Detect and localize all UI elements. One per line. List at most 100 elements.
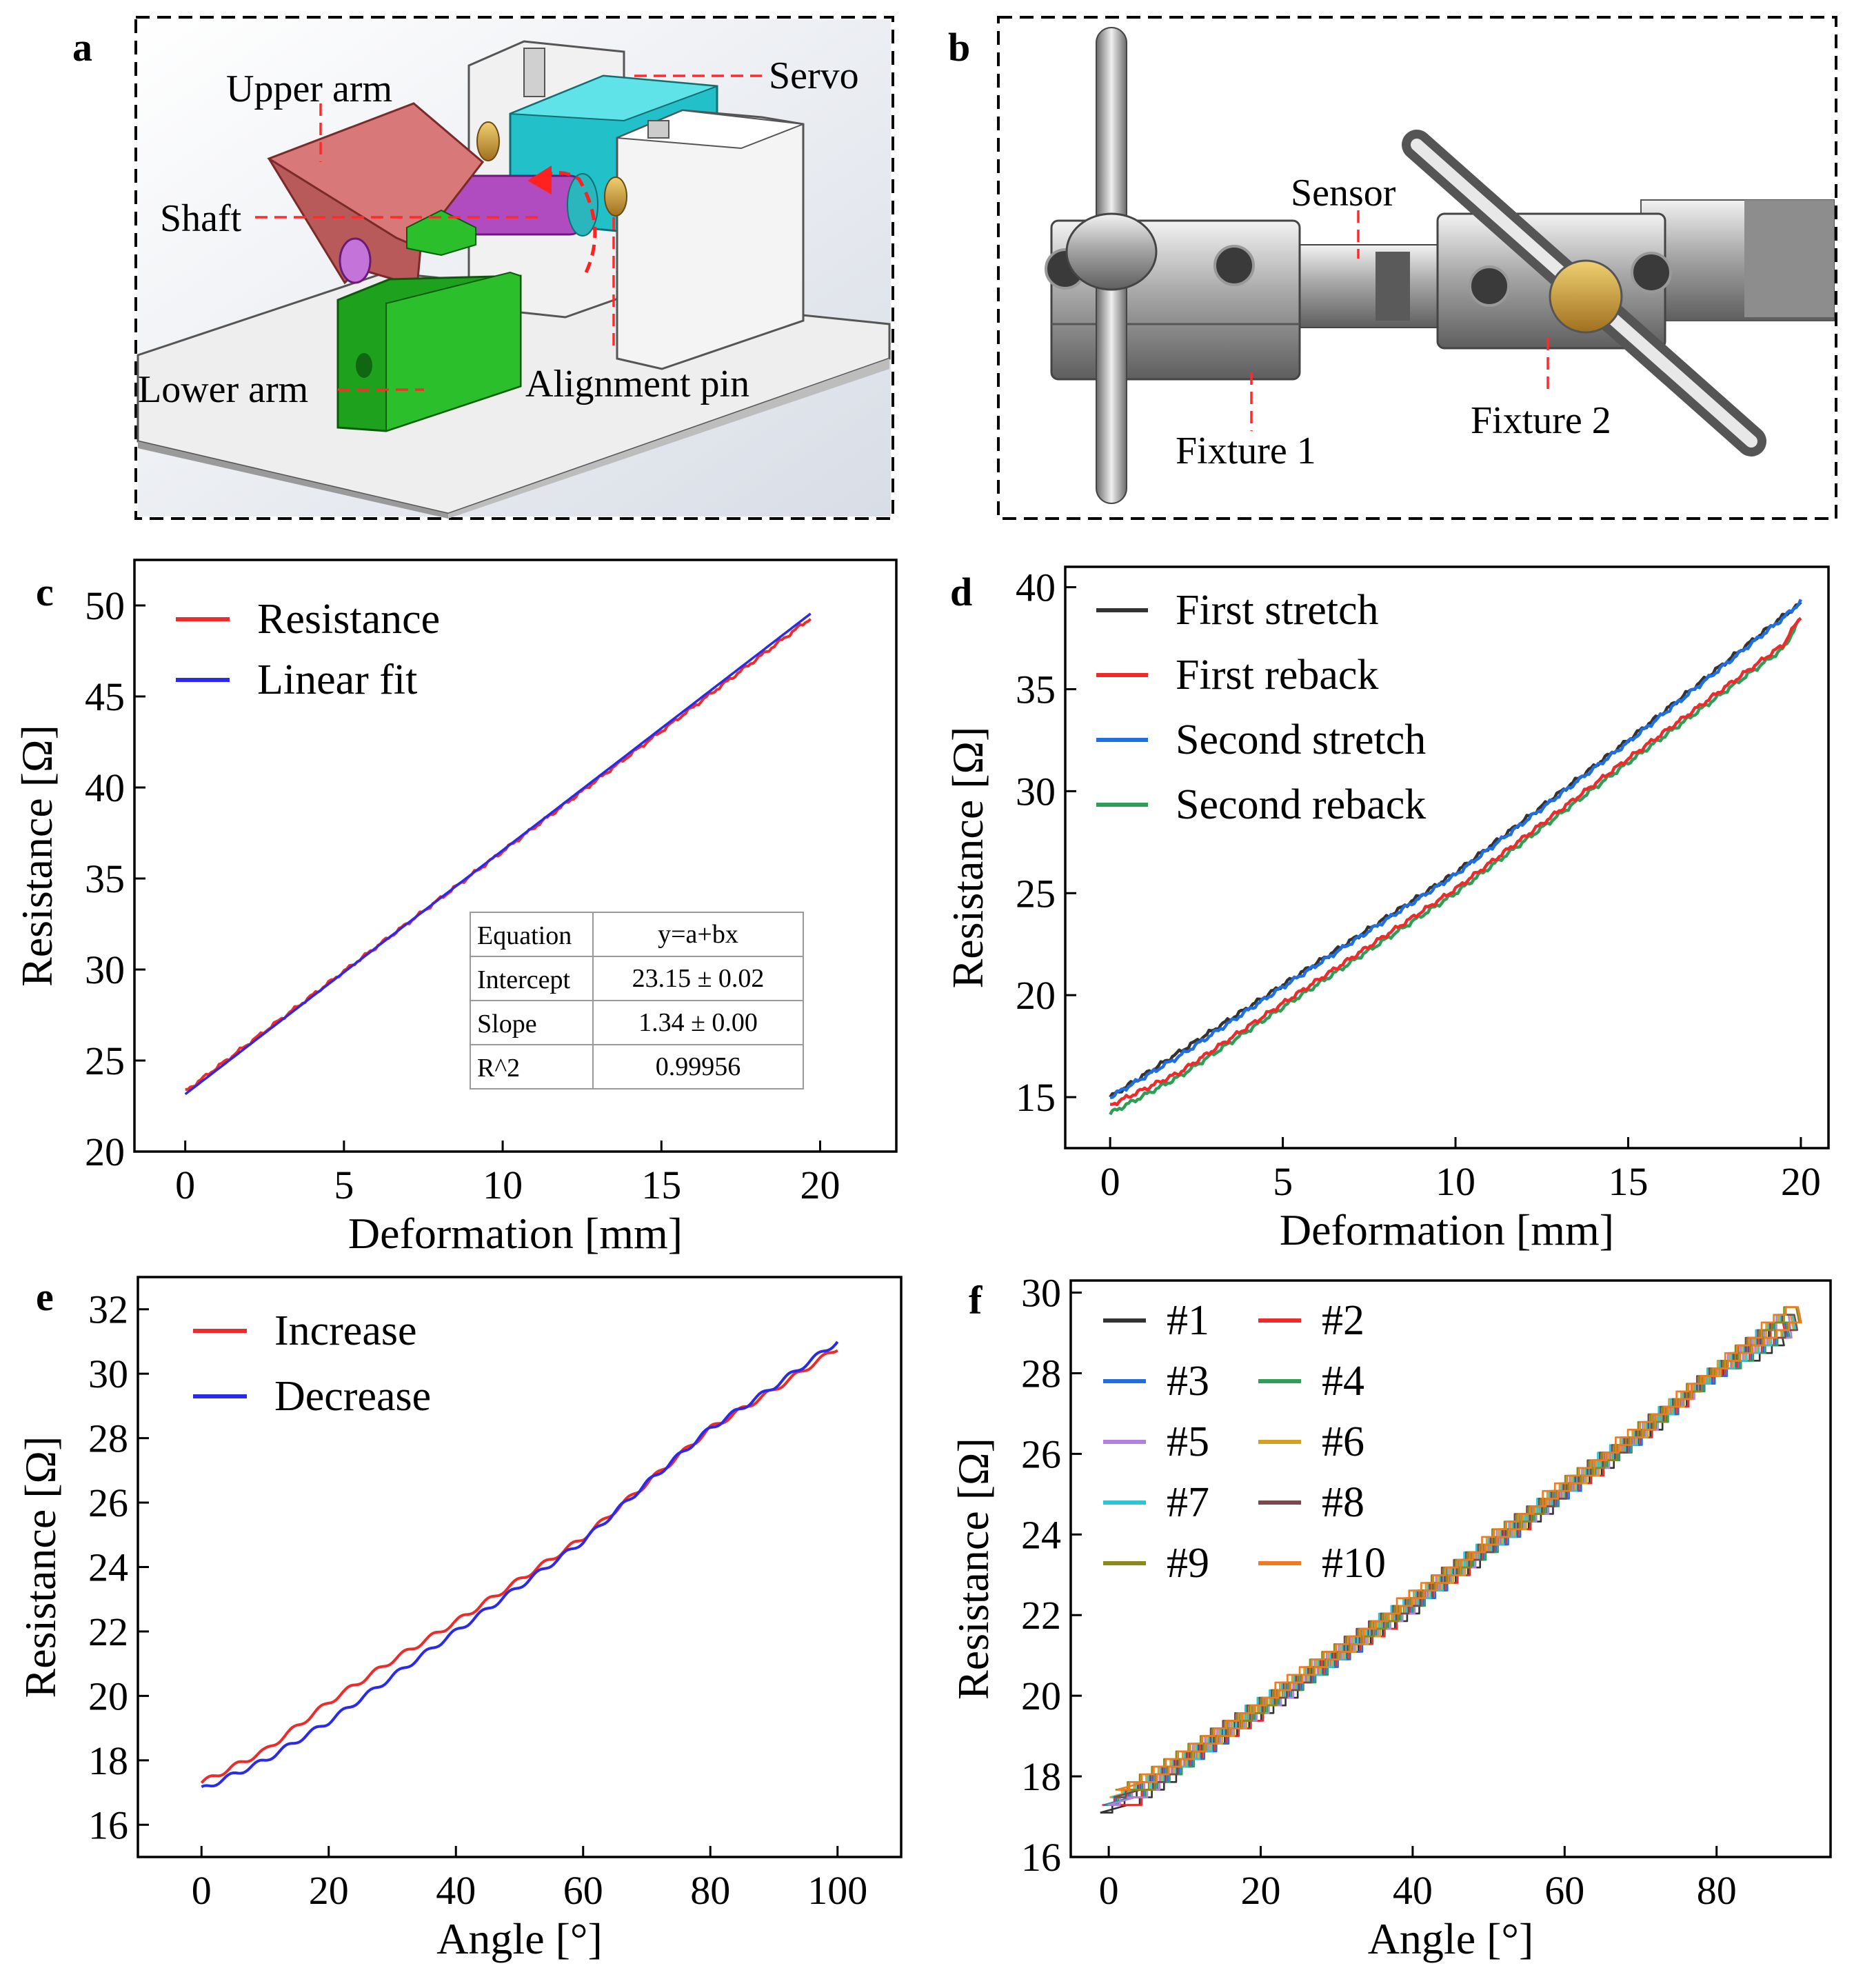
legend-entry-f-2: #3 (1167, 1358, 1209, 1405)
legend-entry-e-1: Decrease (274, 1373, 431, 1420)
panel-e-label: e (36, 1274, 54, 1319)
panel-f-label: f (969, 1278, 983, 1323)
x-tick-label-e-5: 100 (807, 1868, 867, 1913)
fit-table-key-1: Intercept (477, 965, 570, 994)
annotation-alignment-pin: Alignment pin (525, 363, 749, 405)
fit-table-value-1: 23.15 ± 0.02 (632, 964, 765, 993)
y-tick-label-d-4: 35 (1016, 667, 1056, 712)
plot-frame-d (1064, 565, 1830, 1149)
fit-table-key-2: Slope (477, 1010, 537, 1038)
y-axis-label-e: Resistance [Ω] (16, 1436, 65, 1698)
y-tick-label-f-1: 18 (1021, 1754, 1061, 1799)
panel-e: e 0 20 40 60 80 100 16 18 20 22 24 26 28 30 32 Angle [°… (16, 1274, 903, 1963)
fit-table-value-3: 0.99956 (656, 1052, 741, 1081)
chart-e: 0 20 40 60 80 100 16 18 20 22 24 26 28 30 32 Angle [°] R… (16, 1276, 903, 1963)
annotation-servo: Servo (769, 54, 859, 97)
x-tick-label-f-2: 40 (1393, 1868, 1433, 1913)
alignment-pin-right (604, 177, 627, 217)
y-tick-label-e-8: 32 (88, 1287, 128, 1332)
legend-entry-f-3: #4 (1322, 1358, 1364, 1405)
fit-table-key-3: R^2 (477, 1054, 520, 1083)
legend-entry-d-3: Second reback (1176, 781, 1426, 828)
x-axis-label-d: Deformation [mm] (1280, 1205, 1614, 1254)
panel-b-frame (997, 16, 1837, 520)
y-tick-label-e-3: 22 (88, 1609, 128, 1654)
panel-a: a Upper arm Servo Shaft Lower arm Alignm… (72, 16, 894, 520)
panel-d-label: d (950, 570, 972, 614)
y-tick-label-f-2: 20 (1021, 1674, 1061, 1718)
y-tick-label-c-5: 45 (85, 674, 125, 719)
x-tick-label-c-3: 15 (641, 1163, 681, 1207)
x-tick-label-d-4: 20 (1781, 1159, 1821, 1204)
legend-entry-d-0: First stretch (1176, 587, 1378, 634)
panel-a-label: a (72, 25, 92, 70)
fit-table-key-0: Equation (477, 921, 572, 950)
series-line-f-9 (1117, 1306, 1802, 1791)
y-tick-label-e-6: 28 (88, 1416, 128, 1461)
series-line-d-2 (1109, 599, 1802, 1100)
y-tick-label-c-6: 50 (85, 583, 125, 628)
panel-b: b Sensor Fixture 1 Fixture 2 (948, 16, 1837, 520)
legend-entry-d-2: Second stretch (1176, 716, 1426, 763)
legend-entry-f-7: #8 (1322, 1479, 1364, 1526)
x-tick-label-f-4: 80 (1697, 1868, 1737, 1913)
annotation-lower-arm: Lower arm (138, 368, 308, 411)
panel-c-label: c (36, 570, 54, 614)
y-tick-label-c-2: 30 (85, 947, 125, 992)
y-axis-label-c: Resistance [Ω] (12, 725, 61, 987)
plot-frame-f (1069, 1279, 1832, 1858)
series-line-c-1 (184, 612, 812, 1096)
legend-entry-e-0: Increase (274, 1307, 417, 1354)
panel-d: d 0 5 10 15 20 15 20 25 30 35 40 Deformation [mm] Re… (943, 565, 1830, 1254)
y-tick-label-d-0: 15 (1016, 1075, 1056, 1120)
panel-b-photo (1045, 27, 1835, 504)
legend-entry-d-1: First reback (1176, 652, 1378, 699)
y-tick-label-f-0: 16 (1021, 1835, 1061, 1880)
series-line-c-0 (185, 618, 812, 1091)
series-line-e-0 (200, 1349, 838, 1784)
legend-entry-f-4: #5 (1167, 1418, 1209, 1465)
x-axis-label-c: Deformation [mm] (348, 1209, 683, 1258)
x-tick-label-d-1: 5 (1273, 1159, 1293, 1204)
legend-entry-f-0: #1 (1167, 1297, 1209, 1344)
x-axis-label-f: Angle [°] (1368, 1914, 1534, 1963)
annotation-fixture-1: Fixture 1 (1176, 430, 1316, 472)
plot-frame-e (137, 1276, 903, 1858)
annotation-sensor: Sensor (1291, 172, 1396, 214)
y-tick-label-f-6: 28 (1021, 1351, 1061, 1396)
chart-c: 0 5 10 15 20 20 25 30 35 40 45 50 Deformation [mm] Re… (12, 559, 898, 1258)
panel-a-frame (134, 16, 894, 520)
x-tick-label-e-2: 40 (436, 1868, 476, 1913)
y-tick-label-f-3: 22 (1021, 1593, 1061, 1638)
annotation-upper-arm: Upper arm (226, 68, 392, 110)
legend-entry-f-1: #2 (1322, 1297, 1364, 1344)
x-tick-label-c-0: 0 (175, 1163, 195, 1207)
series-line-d-1 (1110, 616, 1802, 1107)
panel-a-drawing (137, 19, 891, 519)
series-line-e-1 (201, 1341, 839, 1789)
y-tick-label-c-1: 25 (85, 1038, 125, 1083)
y-tick-label-e-0: 16 (88, 1803, 128, 1847)
y-tick-label-d-2: 25 (1016, 871, 1056, 916)
legend-entry-f-9: #10 (1322, 1540, 1386, 1587)
x-tick-label-e-0: 0 (192, 1868, 212, 1913)
panel-c: c 0 5 10 15 20 20 25 30 35 40 45 50 Deformation [mm]… (12, 559, 898, 1258)
fit-table: Equation y=a+bx Intercept 23.15 ± 0.02 Slope… (470, 912, 804, 1090)
x-tick-label-c-1: 5 (334, 1163, 354, 1207)
fit-table-value-2: 1.34 ± 0.00 (638, 1008, 758, 1037)
y-axis-label-d: Resistance [Ω] (943, 727, 992, 989)
x-tick-label-f-1: 20 (1241, 1868, 1281, 1913)
y-tick-label-e-4: 24 (88, 1545, 128, 1590)
x-tick-label-f-3: 60 (1544, 1868, 1584, 1913)
y-tick-label-c-0: 20 (85, 1129, 125, 1174)
y-axis-label-f: Resistance [Ω] (949, 1438, 998, 1700)
y-tick-label-f-5: 26 (1021, 1432, 1061, 1476)
x-tick-label-c-4: 20 (800, 1163, 840, 1207)
sensor-strip (1289, 244, 1449, 328)
y-tick-label-e-7: 30 (88, 1352, 128, 1396)
x-tick-label-e-1: 20 (309, 1868, 349, 1913)
x-tick-label-e-3: 60 (563, 1868, 603, 1913)
annotation-fixture-2: Fixture 2 (1471, 399, 1611, 442)
panel-b-label: b (948, 25, 970, 70)
